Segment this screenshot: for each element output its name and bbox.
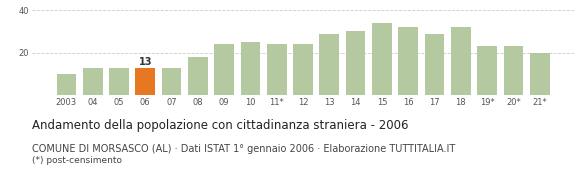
Bar (215, 44, 234, 95)
Bar (398, 27, 418, 95)
Text: 13: 13 (139, 56, 152, 66)
Text: COMUNE DI MORSASCO (AL) · Dati ISTAT 1° gennaio 2006 · Elaborazione TUTTITALIA.I: COMUNE DI MORSASCO (AL) · Dati ISTAT 1° … (32, 144, 455, 155)
Bar (162, 68, 182, 95)
Bar (477, 46, 497, 95)
Bar (109, 68, 129, 95)
Bar (503, 46, 523, 95)
Bar (136, 68, 155, 95)
Bar (425, 34, 444, 95)
Bar (56, 74, 76, 95)
Bar (241, 42, 260, 95)
Bar (320, 34, 339, 95)
Text: (*) post-censimento: (*) post-censimento (32, 156, 122, 165)
Bar (451, 27, 471, 95)
Text: Andamento della popolazione con cittadinanza straniera - 2006: Andamento della popolazione con cittadin… (32, 119, 408, 132)
Bar (346, 31, 365, 95)
Bar (372, 23, 392, 95)
Bar (83, 68, 103, 95)
Bar (188, 57, 208, 95)
Bar (293, 44, 313, 95)
Bar (267, 44, 287, 95)
Bar (530, 53, 550, 95)
